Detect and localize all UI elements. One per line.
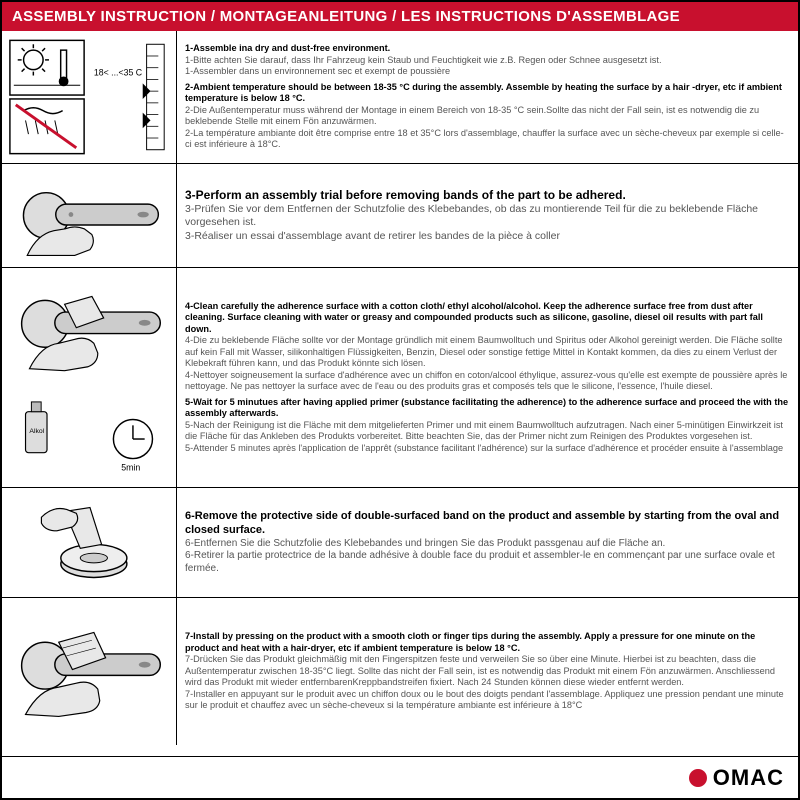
step-translation: 2-La température ambiante doit être comp… xyxy=(185,128,790,151)
trial-fit-icon xyxy=(2,164,177,267)
instruction-row: Alkol 5min 4-Clean carefully the adheren… xyxy=(2,267,798,487)
instruction-sheet: ASSEMBLY INSTRUCTION / MONTAGEANLEITUNG … xyxy=(0,0,800,800)
instruction-row: 18< ...<35 C 1-Assemble ina dry and dust… xyxy=(2,31,798,163)
step-translation: 7-Installer en appuyant sur le produit a… xyxy=(185,689,790,712)
step-en: 6-Remove the protective side of double-s… xyxy=(185,510,790,538)
instruction-row: 3-Perform an assembly trial before remov… xyxy=(2,163,798,267)
step-translation: 2-Die Außentemperatur muss während der M… xyxy=(185,105,790,128)
step-translation: 3-Réaliser un essai d'assemblage avant d… xyxy=(185,230,790,243)
instruction-text: 6-Remove the protective side of double-s… xyxy=(177,488,798,597)
step-translation: 4-Die zu beklebende Fläche sollte vor de… xyxy=(185,335,790,370)
step-translation: 6-Entfernen Sie die Schutzfolie des Kleb… xyxy=(185,538,790,551)
page-title: ASSEMBLY INSTRUCTION / MONTAGEANLEITUNG … xyxy=(2,2,798,31)
step-translation: 6-Retirer la partie protectrice de la ba… xyxy=(185,550,790,575)
step-translation: 1-Bitte achten Sie darauf, dass Ihr Fahr… xyxy=(185,55,790,67)
step-translation: 1-Assembler dans un environnement sec et… xyxy=(185,66,790,78)
step-en: 3-Perform an assembly trial before remov… xyxy=(185,188,790,203)
instruction-text: 1-Assemble ina dry and dust-free environ… xyxy=(177,31,798,163)
clean-primer-icon: Alkol 5min xyxy=(2,268,177,487)
step-translation: 5-Attender 5 minutes après l'application… xyxy=(185,443,790,455)
instruction-rows: 18< ...<35 C 1-Assemble ina dry and dust… xyxy=(2,31,798,756)
instruction-text: 4-Clean carefully the adherence surface … xyxy=(177,268,798,487)
logo-text: OMAC xyxy=(713,765,784,791)
instruction-row: 6-Remove the protective side of double-s… xyxy=(2,487,798,597)
instruction-text: 3-Perform an assembly trial before remov… xyxy=(177,164,798,267)
footer: OMAC xyxy=(2,756,798,798)
step-translation: 5-Nach der Reinigung ist die Fläche mit … xyxy=(185,420,790,443)
logo-dot-icon xyxy=(689,769,707,787)
step-en: 5-Wait for 5 minutues after having appli… xyxy=(185,397,790,420)
instruction-row: 7-Install by pressing on the product wit… xyxy=(2,597,798,745)
brand-logo: OMAC xyxy=(689,765,784,791)
step-translation: 7-Drücken Sie das Produkt gleichmäßig mi… xyxy=(185,654,790,689)
peel-tape-icon xyxy=(2,488,177,597)
step-translation: 3-Prüfen Sie vor dem Entfernen der Schut… xyxy=(185,203,790,229)
step-en: 1-Assemble ina dry and dust-free environ… xyxy=(185,43,790,55)
step-en: 2-Ambient temperature should be between … xyxy=(185,82,790,105)
step-en: 7-Install by pressing on the product wit… xyxy=(185,631,790,654)
svg-text:Alkol: Alkol xyxy=(29,428,44,435)
step-en: 4-Clean carefully the adherence surface … xyxy=(185,301,790,336)
svg-text:18< ...<35 C: 18< ...<35 C xyxy=(94,68,142,78)
svg-text:5min: 5min xyxy=(121,462,140,472)
step-translation: 4-Nettoyer soigneusement la surface d'ad… xyxy=(185,370,790,393)
temp-environment-icon: 18< ...<35 C xyxy=(2,31,177,163)
press-install-icon xyxy=(2,598,177,745)
instruction-text: 7-Install by pressing on the product wit… xyxy=(177,598,798,745)
